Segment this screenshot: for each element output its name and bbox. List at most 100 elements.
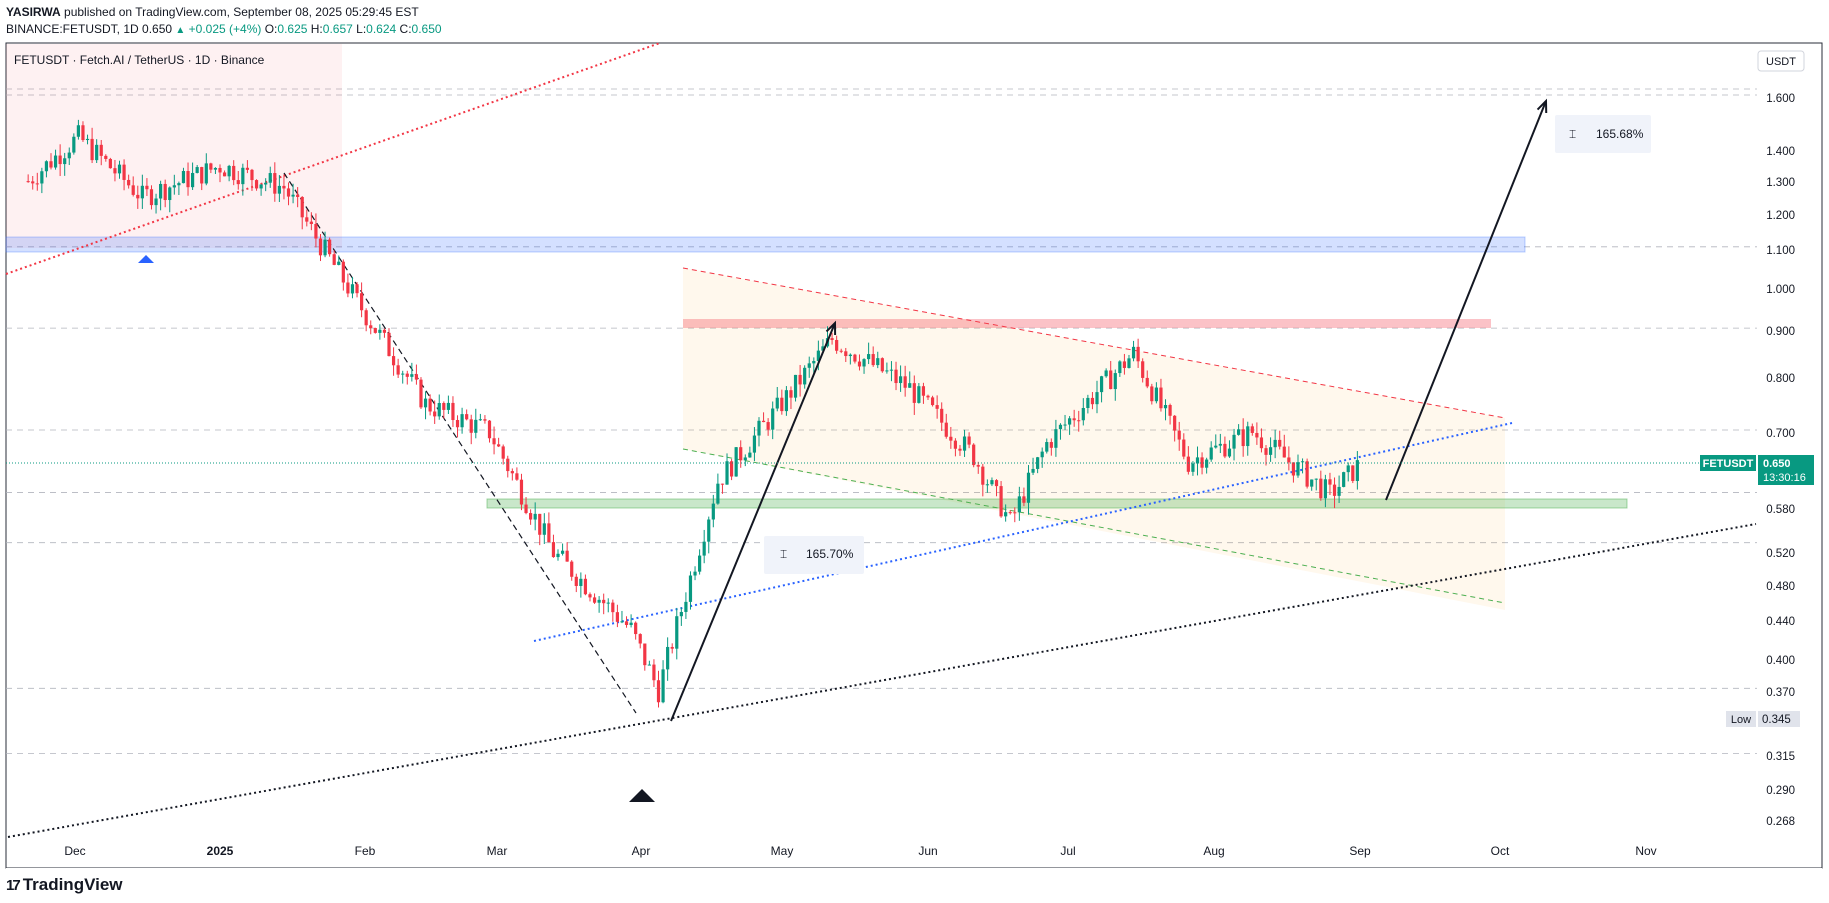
candle-body bbox=[1045, 442, 1049, 452]
candle-body bbox=[908, 383, 912, 388]
symbol-tag bbox=[1700, 455, 1756, 471]
y-tick-label: 0.268 bbox=[1766, 816, 1795, 828]
candle-body bbox=[542, 523, 546, 535]
candle-body bbox=[268, 173, 272, 183]
chart-title: FETUSDT · Fetch.AI / TetherUS · 1D · Bin… bbox=[14, 53, 265, 67]
black-triangle-marker bbox=[629, 789, 655, 802]
candle-body bbox=[940, 408, 944, 423]
x-tick-label: Apr bbox=[632, 844, 651, 858]
y-tick-label: 0.480 bbox=[1766, 581, 1795, 593]
y-tick-label: 0.700 bbox=[1766, 428, 1795, 440]
candle-body bbox=[1077, 420, 1081, 422]
candle-body bbox=[784, 390, 788, 412]
candle-body bbox=[656, 680, 661, 703]
candle-body bbox=[570, 561, 574, 577]
candle-body bbox=[1282, 446, 1286, 458]
projection-arrow bbox=[1385, 100, 1547, 501]
y-tick-label: 0.440 bbox=[1766, 616, 1795, 628]
candle-body bbox=[1017, 496, 1021, 513]
candle-body bbox=[949, 436, 953, 441]
x-tick-label: Feb bbox=[355, 844, 376, 858]
candle-body bbox=[108, 158, 112, 169]
y-tick-label: 0.520 bbox=[1766, 548, 1795, 560]
candle-body bbox=[497, 444, 501, 447]
candle-body bbox=[903, 376, 907, 388]
candle-body bbox=[844, 351, 848, 357]
candle-body bbox=[702, 541, 706, 556]
low-tag-value: 0.345 bbox=[1762, 714, 1791, 726]
candle-body bbox=[1241, 429, 1245, 447]
candle-body bbox=[666, 646, 670, 670]
candle-body bbox=[921, 386, 926, 396]
candle-body bbox=[752, 435, 757, 453]
candle-body bbox=[556, 553, 560, 558]
candle-body bbox=[1049, 442, 1053, 448]
candle-body bbox=[204, 163, 208, 184]
candle-body bbox=[433, 411, 437, 417]
candle-body bbox=[423, 398, 428, 408]
candle-body bbox=[780, 397, 784, 412]
candle-body bbox=[574, 576, 578, 586]
candle-body bbox=[812, 360, 816, 364]
candle-body bbox=[341, 261, 345, 283]
publish-info: YASIRWA published on TradingView.com, Se… bbox=[6, 5, 419, 19]
candle-body bbox=[1346, 465, 1350, 473]
candle-body bbox=[1186, 456, 1190, 472]
candle-body bbox=[163, 183, 167, 201]
candle-body bbox=[401, 373, 405, 375]
candle-body bbox=[661, 669, 665, 703]
candle-body bbox=[1314, 478, 1318, 480]
candle-body bbox=[1319, 478, 1323, 499]
candle-body bbox=[611, 602, 615, 613]
candle-body bbox=[634, 622, 638, 635]
candle-body bbox=[551, 542, 556, 558]
candle-body bbox=[1310, 479, 1314, 487]
candle-body bbox=[1081, 407, 1085, 421]
candle-body bbox=[853, 354, 857, 362]
pink-range-box bbox=[6, 44, 342, 248]
candle-body bbox=[410, 374, 414, 377]
candle-body bbox=[725, 461, 729, 485]
candle-body bbox=[209, 163, 213, 170]
candle-body bbox=[364, 310, 368, 326]
y-tick-label: 1.200 bbox=[1766, 210, 1795, 222]
candle-body bbox=[1250, 426, 1254, 433]
x-tick-label: Jul bbox=[1060, 844, 1075, 858]
candle-body bbox=[35, 183, 39, 185]
candle-body bbox=[1195, 457, 1200, 464]
candle-body bbox=[1127, 358, 1131, 368]
candle-body bbox=[81, 125, 85, 141]
candle-body bbox=[524, 504, 528, 514]
candle-body bbox=[1068, 418, 1072, 425]
candle-body bbox=[944, 422, 948, 437]
candle-body bbox=[127, 179, 131, 186]
rally-arrow-head bbox=[825, 320, 837, 336]
candle-body bbox=[972, 444, 976, 466]
candle-body bbox=[1177, 430, 1181, 440]
candle-body bbox=[1227, 448, 1232, 457]
triangle-range-box bbox=[683, 268, 1505, 610]
x-tick-label: Sep bbox=[1349, 844, 1371, 858]
candle-body bbox=[1264, 448, 1268, 455]
candle-body bbox=[1004, 512, 1008, 517]
y-tick-label: 1.600 bbox=[1766, 93, 1795, 105]
low-tag bbox=[1726, 711, 1756, 727]
candle-body bbox=[442, 403, 446, 410]
candle-body bbox=[917, 386, 921, 403]
candle-body bbox=[337, 261, 341, 265]
candle-body bbox=[1150, 386, 1154, 402]
candle-body bbox=[1259, 437, 1264, 449]
candle-body bbox=[1104, 370, 1108, 377]
candle-body bbox=[177, 183, 181, 186]
candle-body bbox=[1337, 486, 1341, 496]
candle-body bbox=[1141, 361, 1145, 378]
candle-body bbox=[346, 282, 350, 294]
candle-body bbox=[245, 167, 250, 170]
x-tick-label: Jun bbox=[918, 844, 937, 858]
candle-body bbox=[1200, 457, 1204, 468]
candle-body bbox=[1031, 468, 1035, 473]
candle-body bbox=[958, 448, 962, 451]
time-axis-area bbox=[6, 868, 1822, 894]
candle-body bbox=[85, 138, 90, 141]
